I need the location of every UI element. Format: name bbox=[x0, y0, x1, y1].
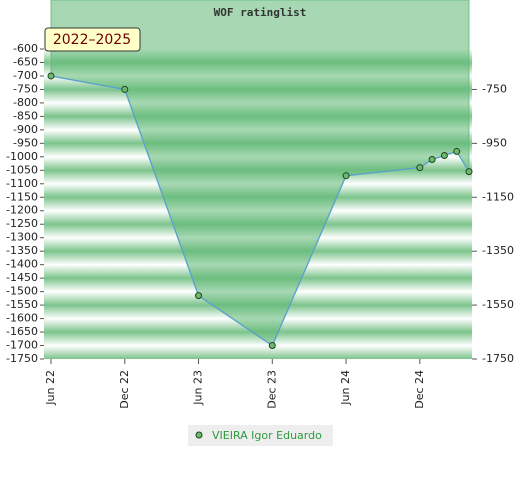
y-tick-label: -1150 bbox=[6, 190, 38, 203]
y-tick-label: -950 bbox=[13, 136, 38, 149]
y-tick-label: -1600 bbox=[6, 312, 38, 325]
point bbox=[428, 156, 436, 164]
y-tick-label: -850 bbox=[13, 109, 38, 122]
point bbox=[342, 172, 350, 180]
y-tick-label: -1500 bbox=[6, 285, 38, 298]
legend-label: VIEIRA Igor Eduardo bbox=[212, 429, 322, 442]
badge-box bbox=[44, 27, 141, 52]
y-tick-label: -1300 bbox=[6, 231, 38, 244]
y2-tick-label: -1350 bbox=[482, 244, 514, 257]
point bbox=[268, 342, 276, 350]
point bbox=[195, 292, 203, 300]
y-tick-label: -1550 bbox=[6, 298, 38, 311]
point bbox=[416, 164, 424, 172]
y-tick-label: -750 bbox=[13, 82, 38, 95]
point bbox=[465, 168, 473, 176]
y2-tick-label: -950 bbox=[482, 136, 507, 149]
point bbox=[440, 151, 448, 159]
y-tick-label: -900 bbox=[13, 123, 38, 136]
y-tick-label: -1050 bbox=[6, 163, 38, 176]
y-tick-label: -1200 bbox=[6, 204, 38, 217]
x-tick-label: Jun 22 bbox=[44, 370, 57, 406]
y-tick-label: -600 bbox=[13, 42, 38, 55]
chart-title: WOF ratinglist bbox=[214, 6, 307, 19]
y2-tick-label: -750 bbox=[482, 82, 507, 95]
x-tick-label: Jun 23 bbox=[192, 370, 205, 406]
y-tick-label: -1700 bbox=[6, 339, 38, 352]
badge: 2022–2025 bbox=[53, 32, 131, 48]
y-tick-label: -1450 bbox=[6, 271, 38, 284]
point bbox=[453, 147, 461, 155]
x-tick-label: Dec 23 bbox=[265, 370, 278, 409]
y2-tick-label: -1550 bbox=[482, 298, 514, 311]
y-tick-label: -650 bbox=[13, 55, 38, 68]
y-tick-label: -1100 bbox=[6, 177, 38, 190]
legend-marker bbox=[195, 431, 203, 439]
y-tick-label: -1750 bbox=[6, 352, 38, 365]
point bbox=[121, 85, 129, 93]
legend-box bbox=[188, 425, 333, 446]
y-tick-label: -800 bbox=[13, 96, 38, 109]
y-tick-label: -1650 bbox=[6, 325, 38, 338]
y2-tick-label: -1750 bbox=[482, 352, 514, 365]
x-tick-label: Dec 22 bbox=[118, 370, 131, 409]
x-tick-label: Dec 24 bbox=[413, 370, 426, 409]
y-tick-label: -1000 bbox=[6, 150, 38, 163]
line bbox=[50, 75, 470, 347]
y-tick-label: -1250 bbox=[6, 217, 38, 230]
y2-tick-label: -1150 bbox=[482, 190, 514, 203]
point bbox=[47, 72, 55, 80]
y-tick-label: -1350 bbox=[6, 244, 38, 257]
y-tick-label: -700 bbox=[13, 69, 38, 82]
y-tick-label: -1400 bbox=[6, 258, 38, 271]
x-tick-label: Jun 24 bbox=[339, 370, 352, 406]
